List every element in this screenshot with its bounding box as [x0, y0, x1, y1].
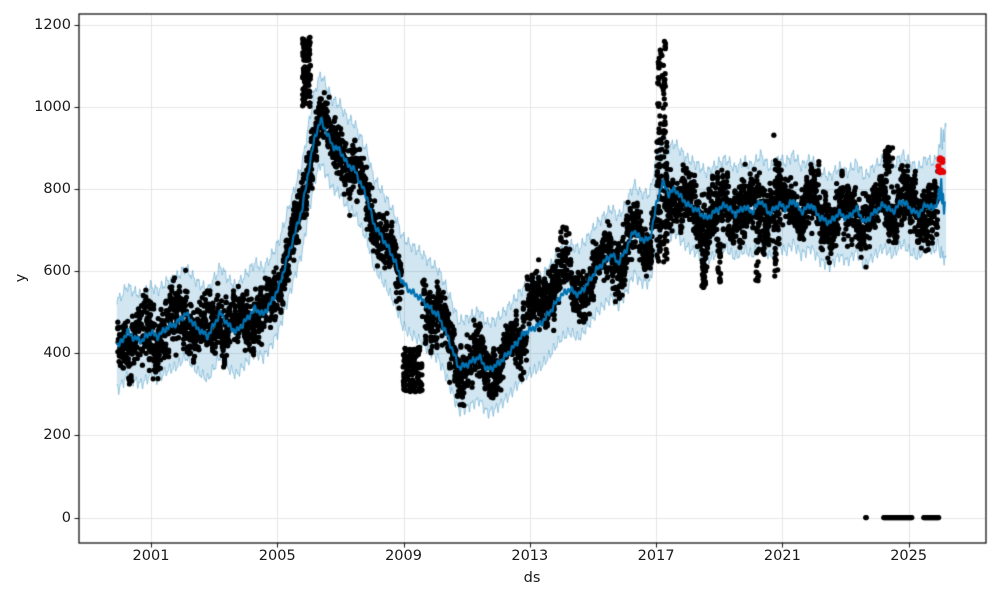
y-tick-label-0: 0: [61, 509, 71, 526]
x-tick-label-2005: 2005: [258, 548, 296, 564]
y-axis-label: y: [13, 273, 29, 283]
x-tick-label-2025: 2025: [890, 548, 928, 564]
y-tick-label-1200: 1200: [34, 16, 71, 33]
x-axis-label: ds: [523, 570, 541, 586]
x-tick-label-2009: 2009: [385, 548, 422, 564]
y-tick-label-400: 400: [43, 345, 71, 362]
y-tick-label-800: 800: [43, 180, 71, 197]
y-tick-label-1000: 1000: [34, 98, 71, 115]
x-tick-label-2017: 2017: [637, 548, 675, 564]
x-tick-label-2013: 2013: [511, 548, 549, 564]
x-tick-label-2001: 2001: [132, 548, 170, 564]
x-tick-label-2021: 2021: [763, 548, 801, 564]
y-tick-label-200: 200: [43, 427, 71, 444]
y-tick-label-600: 600: [43, 263, 71, 280]
